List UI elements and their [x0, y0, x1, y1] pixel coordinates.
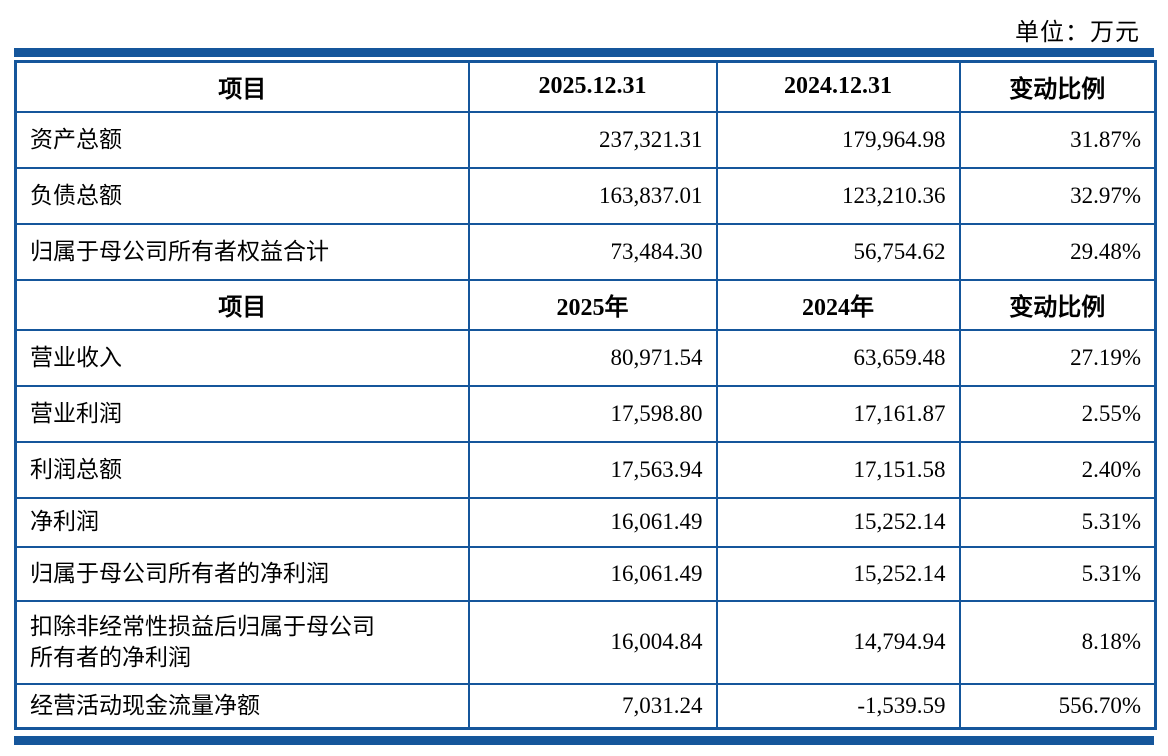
value-2025-cell: 73,484.30: [467, 222, 718, 281]
value-2025-cell: 16,061.49: [467, 496, 718, 548]
table-row: 营业利润 17,598.80 17,161.87 2.55%: [14, 384, 1157, 443]
row-label-cell: 负债总额: [14, 166, 470, 225]
header-item: 项目: [14, 278, 470, 331]
header-year-2025: 2025年: [467, 278, 718, 331]
unit-label: 单位：万元: [1015, 20, 1140, 46]
value-2024-cell: 123,210.36: [715, 166, 961, 225]
header-year-2024: 2024年: [715, 278, 961, 331]
value-2024-cell: 179,964.98: [715, 110, 961, 169]
change-ratio-cell: 5.31%: [958, 496, 1157, 548]
financial-data-table: 项目 2025.12.31 2024.12.31 变动比例 资产总额 237,3…: [14, 60, 1157, 730]
row-label-cell: 营业利润: [14, 384, 470, 443]
section1-header-row: 项目 2025.12.31 2024.12.31 变动比例: [14, 60, 1157, 113]
table-row: 利润总额 17,563.94 17,151.58 2.40%: [14, 440, 1157, 499]
change-ratio-cell: 5.31%: [958, 545, 1157, 602]
row-label-cell: 归属于母公司所有者权益合计: [14, 222, 470, 281]
change-ratio-cell: 29.48%: [958, 222, 1157, 281]
value-2025-cell: 163,837.01: [467, 166, 718, 225]
row-label-cell: 经营活动现金流量净额: [14, 682, 470, 730]
change-ratio-cell: 2.40%: [958, 440, 1157, 499]
value-2024-cell: 15,252.14: [715, 496, 961, 548]
header-change-ratio: 变动比例: [958, 278, 1157, 331]
section2-header-row: 项目 2025年 2024年 变动比例: [14, 278, 1157, 331]
value-2024-cell: 17,161.87: [715, 384, 961, 443]
table-row: 扣除非经常性损益后归属于母公司 所有者的净利润 16,004.84 14,794…: [14, 599, 1157, 685]
value-2024-cell: 56,754.62: [715, 222, 961, 281]
table-row: 经营活动现金流量净额 7,031.24 -1,539.59 556.70%: [14, 682, 1157, 730]
header-change-ratio: 变动比例: [958, 60, 1157, 113]
table-row: 资产总额 237,321.31 179,964.98 31.87%: [14, 110, 1157, 169]
change-ratio-cell: 27.19%: [958, 328, 1157, 387]
table-row: 净利润 16,061.49 15,252.14 5.31%: [14, 496, 1157, 548]
bottom-accent-bar: [14, 736, 1154, 745]
value-2024-cell: 17,151.58: [715, 440, 961, 499]
value-2024-cell: 15,252.14: [715, 545, 961, 602]
value-2024-cell: 63,659.48: [715, 328, 961, 387]
value-2025-cell: 80,971.54: [467, 328, 718, 387]
value-2024-cell: 14,794.94: [715, 599, 961, 685]
value-2025-cell: 7,031.24: [467, 682, 718, 730]
change-ratio-cell: 556.70%: [958, 682, 1157, 730]
value-2025-cell: 237,321.31: [467, 110, 718, 169]
row-label-cell: 扣除非经常性损益后归属于母公司 所有者的净利润: [14, 599, 470, 685]
change-ratio-cell: 8.18%: [958, 599, 1157, 685]
row-label-cell: 营业收入: [14, 328, 470, 387]
table-row: 归属于母公司所有者权益合计 73,484.30 56,754.62 29.48%: [14, 222, 1157, 281]
header-date-2025: 2025.12.31: [467, 60, 718, 113]
header-item: 项目: [14, 60, 470, 113]
table-row: 负债总额 163,837.01 123,210.36 32.97%: [14, 166, 1157, 225]
header-date-2024: 2024.12.31: [715, 60, 961, 113]
change-ratio-cell: 32.97%: [958, 166, 1157, 225]
change-ratio-cell: 31.87%: [958, 110, 1157, 169]
table-row: 归属于母公司所有者的净利润 16,061.49 15,252.14 5.31%: [14, 545, 1157, 602]
value-2025-cell: 17,598.80: [467, 384, 718, 443]
row-label-cell: 净利润: [14, 496, 470, 548]
change-ratio-cell: 2.55%: [958, 384, 1157, 443]
row-label-cell: 利润总额: [14, 440, 470, 499]
value-2024-cell: -1,539.59: [715, 682, 961, 730]
table-row: 营业收入 80,971.54 63,659.48 27.19%: [14, 328, 1157, 387]
row-label-cell: 归属于母公司所有者的净利润: [14, 545, 470, 602]
value-2025-cell: 17,563.94: [467, 440, 718, 499]
top-accent-bar: [14, 48, 1154, 57]
value-2025-cell: 16,004.84: [467, 599, 718, 685]
row-label-cell: 资产总额: [14, 110, 470, 169]
value-2025-cell: 16,061.49: [467, 545, 718, 602]
